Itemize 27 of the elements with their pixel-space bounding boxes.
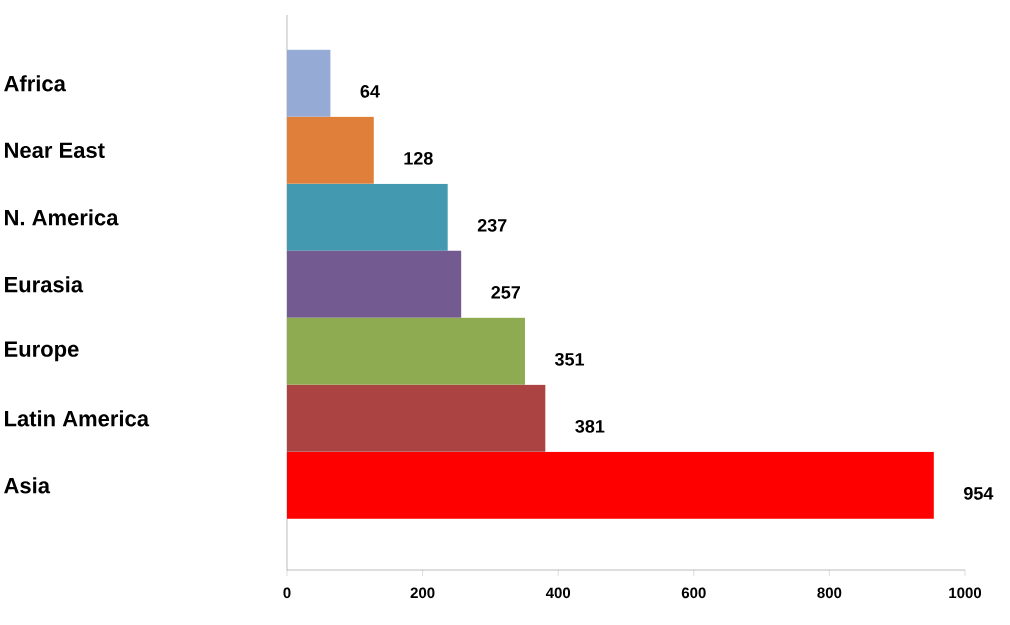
bar [287,49,331,117]
y-tick-label: Latin America [5,410,150,427]
bar [287,451,934,519]
y-tick-label: Africa [4,75,67,92]
bar [287,183,448,251]
y-tick-label: Eurasia [5,276,84,293]
x-tick-label: 800 [817,587,842,599]
y-tick-label: Europe [5,341,79,362]
data-label: 237 [477,218,507,232]
bar [287,116,374,184]
data-label: 381 [575,419,605,433]
x-tick-label: 600 [681,587,706,599]
x-tick-label: 0 [283,587,291,599]
data-label: 954 [963,486,994,500]
bar [287,317,525,385]
data-label: 257 [491,285,521,299]
data-label: 351 [554,352,585,366]
bar [287,250,462,318]
x-tick-label: 1000 [949,587,982,599]
y-tick-label: Near East [5,142,105,159]
x-tick-label: 400 [545,587,571,599]
x-tick-label: 200 [410,587,435,599]
data-label: 128 [404,151,433,165]
data-label: 64 [360,84,380,98]
y-tick-label: N. America [5,209,119,226]
bar [287,384,546,452]
y-tick-label: Asia [4,477,51,494]
